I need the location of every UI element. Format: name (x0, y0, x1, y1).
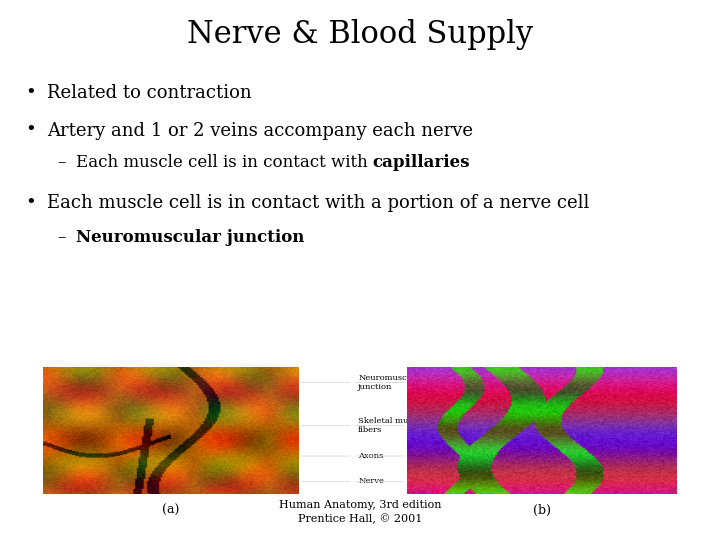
Text: Nerve: Nerve (359, 477, 384, 485)
Text: –: – (58, 154, 66, 171)
Text: Human Anatomy, 3rd edition: Human Anatomy, 3rd edition (279, 500, 441, 510)
Text: •: • (25, 122, 36, 139)
Text: •: • (25, 84, 36, 102)
Text: Prentice Hall, © 2001: Prentice Hall, © 2001 (298, 514, 422, 525)
Text: Skeletal muscle
fibers: Skeletal muscle fibers (359, 417, 425, 434)
Text: (b): (b) (533, 504, 551, 517)
Text: Each muscle cell is in contact with: Each muscle cell is in contact with (76, 154, 373, 171)
Text: Axons: Axons (359, 452, 384, 460)
Text: capillaries: capillaries (373, 154, 470, 171)
Text: Nerve & Blood Supply: Nerve & Blood Supply (187, 19, 533, 50)
Text: Each muscle cell is in contact with a portion of a nerve cell: Each muscle cell is in contact with a po… (47, 194, 589, 212)
Text: Neuromuscular junction: Neuromuscular junction (76, 230, 304, 246)
Text: Neuromuscular
junction: Neuromuscular junction (359, 374, 424, 391)
Text: •: • (25, 194, 36, 212)
Text: –: – (58, 230, 66, 246)
Text: (a): (a) (162, 504, 180, 517)
Text: Related to contraction: Related to contraction (47, 84, 251, 102)
Text: Artery and 1 or 2 veins accompany each nerve: Artery and 1 or 2 veins accompany each n… (47, 122, 473, 139)
